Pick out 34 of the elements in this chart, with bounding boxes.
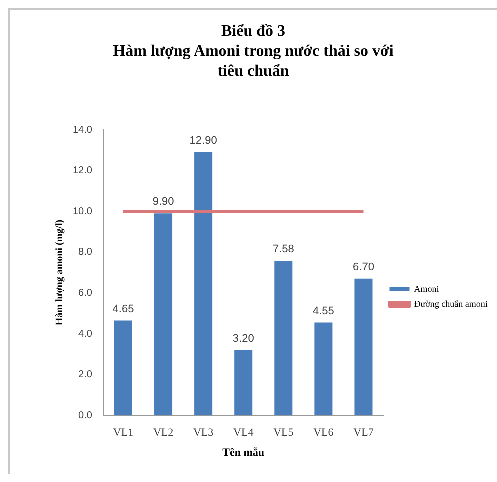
bar [194, 152, 213, 416]
data-label: 12.90 [190, 134, 218, 147]
data-label: 6.70 [353, 261, 374, 274]
x-tick-label: VL4 [234, 427, 254, 440]
x-tick-label: VL6 [314, 427, 334, 440]
y-tick-label: 2.0 [78, 370, 93, 381]
y-tick-label: 14.0 [72, 124, 93, 136]
bar [274, 260, 293, 416]
y-axis-title: Hàm lượng amoni (mg/l) [54, 220, 66, 326]
legend-label: Đường chuẩn amoni [414, 298, 488, 309]
y-tick-label: 4.0 [78, 328, 93, 340]
bar [154, 214, 173, 416]
x-tick-label: VL3 [193, 427, 214, 440]
y-tick-label: 0.0 [78, 410, 93, 422]
x-tick-label: VL5 [274, 427, 294, 440]
bar [234, 350, 253, 416]
bar [354, 278, 373, 416]
data-label: 4.65 [112, 303, 134, 316]
bar [114, 320, 132, 416]
y-tick-label: 12.0 [72, 166, 93, 177]
data-label: 3.20 [232, 332, 254, 345]
x-tick-label: VL2 [153, 427, 174, 440]
data-label: 9.90 [152, 196, 174, 208]
data-label: 4.55 [312, 305, 334, 318]
x-tick-label: VL7 [354, 427, 374, 440]
legend-label: Amoni [414, 284, 440, 294]
y-tick-label: 10.0 [72, 206, 93, 218]
y-tick-label: 6.0 [78, 288, 93, 299]
chart-title: Biểu đồ 3 Hàm lượng Amoni trong nước thải so với tiêu chuẩn [112, 22, 395, 82]
y-tick-label: 8.0 [78, 247, 93, 258]
bar [314, 322, 333, 416]
data-label: 7.58 [272, 244, 294, 256]
x-tick-label: VL1 [113, 427, 134, 440]
x-axis-title: Tên mẫu [222, 447, 265, 460]
